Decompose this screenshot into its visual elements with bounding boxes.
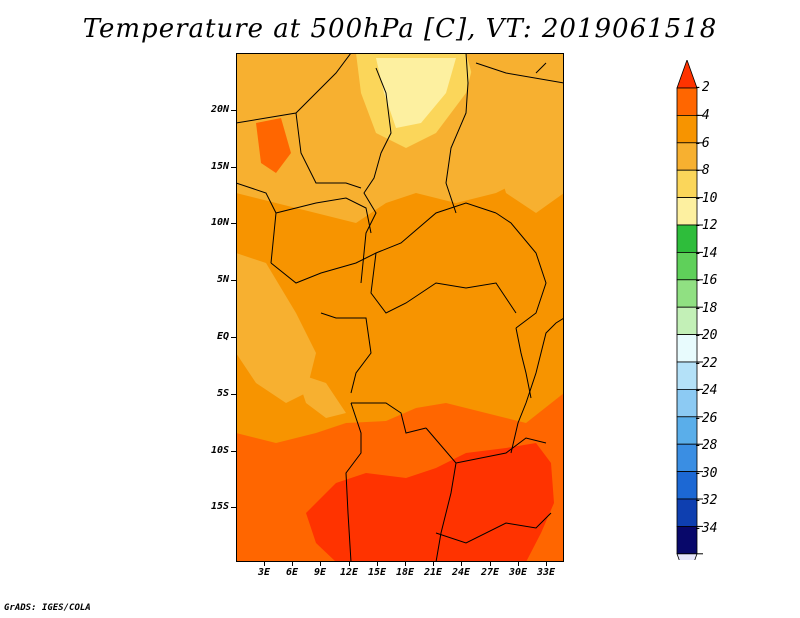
ytick-mark xyxy=(231,337,236,338)
lat-label-eq: EQ xyxy=(216,331,229,342)
colorbar-label: -24 xyxy=(694,383,718,398)
colorbar-label: -30 xyxy=(694,466,718,481)
border-line xyxy=(320,312,372,394)
border-line xyxy=(351,402,427,434)
xtick-mark xyxy=(461,562,462,566)
field-red-north xyxy=(256,118,291,173)
colorbar-label: -14 xyxy=(694,246,718,261)
colorbar-bottom-arrow xyxy=(676,553,698,560)
lat-label-10n: 10N xyxy=(210,217,229,228)
lat-label-5n: 5N xyxy=(216,274,229,285)
lon-label-18e: 18E xyxy=(395,567,415,578)
lon-label-24e: 24E xyxy=(451,567,471,578)
xtick-mark xyxy=(433,562,434,566)
xtick-mark xyxy=(264,562,265,566)
field-light-west xyxy=(236,253,316,403)
border-line xyxy=(236,182,277,264)
border-line xyxy=(455,437,547,464)
colorbar-label: -10 xyxy=(694,191,718,206)
colorbar-label: -20 xyxy=(694,328,718,343)
colorbar-label: -12 xyxy=(694,218,718,233)
border-line xyxy=(236,53,352,124)
colorbar-label: -22 xyxy=(694,356,718,371)
ytick-mark xyxy=(231,507,236,508)
lat-label-5s: 5S xyxy=(216,388,229,399)
field-red-south xyxy=(306,443,554,562)
border-line xyxy=(535,62,547,74)
xtick-mark xyxy=(518,562,519,566)
lon-label-6e: 6E xyxy=(285,567,299,578)
border-line xyxy=(445,53,469,214)
border-line xyxy=(345,402,362,562)
xtick-mark xyxy=(349,562,350,566)
lon-label-21e: 21E xyxy=(423,567,443,578)
field-light-east xyxy=(466,53,564,213)
colorbar-label: -32 xyxy=(694,493,718,508)
border-line xyxy=(475,62,564,84)
colorbar-label: -8 xyxy=(694,163,710,178)
lat-label-10s: 10S xyxy=(210,445,229,456)
border-line xyxy=(370,252,517,314)
colorbar xyxy=(676,60,703,560)
colorbar-label: -28 xyxy=(694,438,718,453)
colorbar-label: -34 xyxy=(694,521,718,536)
border-line xyxy=(275,197,372,234)
lon-label-12e: 12E xyxy=(339,567,359,578)
country-borders xyxy=(236,53,564,562)
border-line xyxy=(425,427,457,562)
ytick-mark xyxy=(231,223,236,224)
xtick-mark xyxy=(405,562,406,566)
colorbar-boxes xyxy=(676,60,703,560)
xtick-mark xyxy=(546,562,547,566)
lat-label-15s: 15S xyxy=(210,501,229,512)
field-light-coast xyxy=(296,373,346,418)
border-line xyxy=(510,317,564,454)
chart-title: Temperature at 500hPa [C], VT: 201906151… xyxy=(82,14,718,44)
border-line xyxy=(515,327,532,399)
temperature-map xyxy=(236,53,564,562)
ytick-mark xyxy=(231,280,236,281)
field-palest-north xyxy=(376,58,456,128)
xtick-mark xyxy=(377,562,378,566)
colorbar-label: -4 xyxy=(694,108,710,123)
ytick-mark xyxy=(231,451,236,452)
colorbar-label: -16 xyxy=(694,273,718,288)
border-line xyxy=(435,512,552,544)
lat-label-20n: 20N xyxy=(210,104,229,115)
border-line xyxy=(495,212,547,329)
ytick-mark xyxy=(231,394,236,395)
lon-label-27e: 27E xyxy=(480,567,500,578)
map-canvas xyxy=(236,53,564,562)
border-line xyxy=(295,112,362,189)
colorbar-label: -18 xyxy=(694,301,718,316)
colorbar-label: -2 xyxy=(694,80,710,95)
xtick-mark xyxy=(490,562,491,566)
colorbar-label: -26 xyxy=(694,411,718,426)
ytick-mark xyxy=(231,110,236,111)
ytick-mark xyxy=(231,167,236,168)
lon-label-30e: 30E xyxy=(508,567,528,578)
lon-label-15e: 15E xyxy=(367,567,387,578)
grads-credit: GrADS: IGES/COLA xyxy=(4,603,91,613)
lon-label-3e: 3E xyxy=(257,567,271,578)
xtick-mark xyxy=(292,562,293,566)
lon-label-9e: 9E xyxy=(313,567,327,578)
colorbar-label: -6 xyxy=(694,136,710,151)
lat-label-15n: 15N xyxy=(210,161,229,172)
xtick-mark xyxy=(320,562,321,566)
lon-label-33e: 33E xyxy=(536,567,556,578)
